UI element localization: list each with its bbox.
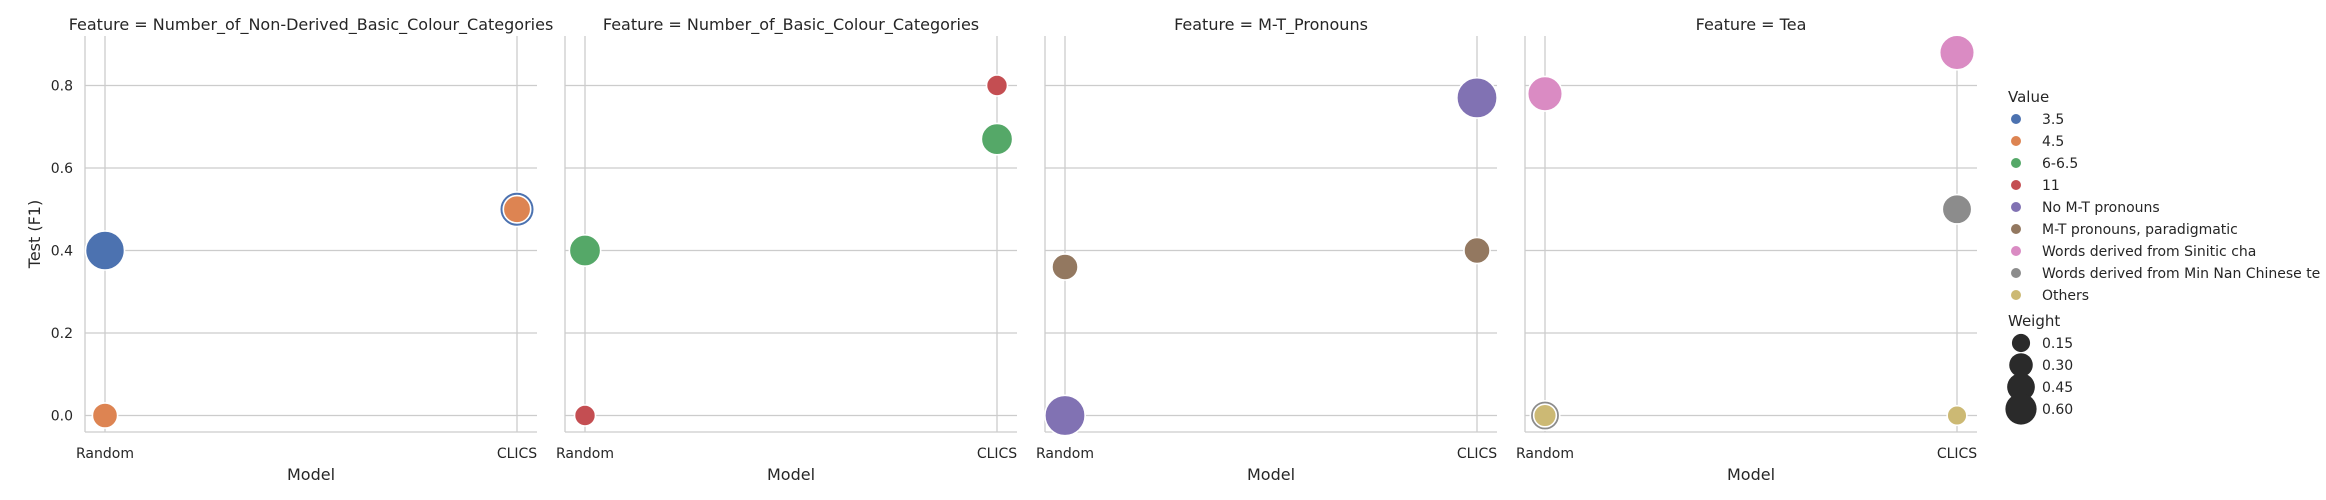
legend-marker [2011, 114, 2021, 124]
size-legend-label: 0.15 [2042, 336, 2073, 352]
x-tick-label: CLICS [1937, 446, 1977, 462]
data-point [985, 74, 1009, 97]
size-legend-label: 0.30 [2042, 358, 2073, 374]
data-point [502, 194, 532, 224]
legend-label: Words derived from Min Nan Chinese te [2042, 266, 2320, 282]
x-axis-label: Model [287, 465, 335, 484]
panel-title: Feature = Number_of_Non-Derived_Basic_Co… [69, 15, 554, 35]
y-axis-label: Test (F1) [25, 200, 44, 269]
data-point [91, 402, 119, 429]
legend-marker [2011, 180, 2021, 190]
data-point [1532, 403, 1558, 428]
panel-title: Feature = Number_of_Basic_Colour_Categor… [603, 15, 979, 35]
size-legend-label: 0.60 [2042, 402, 2073, 418]
size-legend-label: 0.45 [2042, 380, 2073, 396]
data-point [573, 404, 597, 427]
data-point [84, 230, 126, 271]
legend-label: 3.5 [2042, 112, 2064, 128]
data-point [1526, 75, 1564, 112]
legend-marker [2011, 268, 2021, 278]
legend-label: 11 [2042, 178, 2060, 194]
legend-marker [2011, 136, 2021, 146]
legend-title-value: Value [2008, 88, 2049, 106]
legend-marker [2011, 158, 2021, 168]
data-point [1051, 253, 1079, 281]
y-tick-label: 0.8 [51, 79, 73, 95]
x-tick-label: Random [76, 446, 134, 462]
data-point [1463, 236, 1491, 265]
legend-marker [2011, 202, 2021, 212]
legend-marker [2011, 224, 2021, 234]
legend-label: Others [2042, 288, 2089, 304]
x-tick-label: CLICS [977, 446, 1017, 462]
panel-title: Feature = Tea [1696, 15, 1807, 34]
y-tick-label: 0.0 [51, 409, 73, 425]
data-point [1044, 394, 1086, 437]
x-tick-label: Random [1036, 446, 1094, 462]
size-legend-marker [2011, 333, 2031, 353]
y-tick-label: 0.6 [51, 161, 73, 177]
data-point [1938, 34, 1976, 71]
y-tick-label: 0.4 [51, 244, 73, 260]
legend-label: No M-T pronouns [2042, 200, 2160, 216]
data-point [568, 234, 602, 267]
size-legend-marker [2009, 353, 2033, 377]
x-axis-label: Model [1727, 465, 1775, 484]
legend-label: 6-6.5 [2042, 156, 2078, 172]
y-tick-label: 0.2 [51, 326, 73, 342]
x-tick-label: CLICS [1457, 446, 1497, 462]
panel-title: Feature = M-T_Pronouns [1174, 15, 1368, 35]
size-legend-marker [2005, 393, 2037, 425]
x-axis-label: Model [767, 465, 815, 484]
legend-title-weight: Weight [2008, 312, 2060, 330]
data-point [1946, 404, 1968, 427]
data-point [980, 122, 1014, 156]
x-tick-label: Random [1516, 446, 1574, 462]
legend-marker [2011, 246, 2021, 256]
x-tick-label: Random [556, 446, 614, 462]
data-point [1941, 193, 1973, 225]
size-legend-marker [2007, 373, 2035, 401]
legend-marker [2011, 290, 2021, 300]
legend-label: Words derived from Sinitic cha [2042, 244, 2256, 260]
data-point [1456, 76, 1498, 119]
legend-label: 4.5 [2042, 134, 2064, 150]
x-tick-label: CLICS [497, 446, 537, 462]
legend-label: M-T pronouns, paradigmatic [2042, 222, 2238, 238]
x-axis-label: Model [1247, 465, 1295, 484]
